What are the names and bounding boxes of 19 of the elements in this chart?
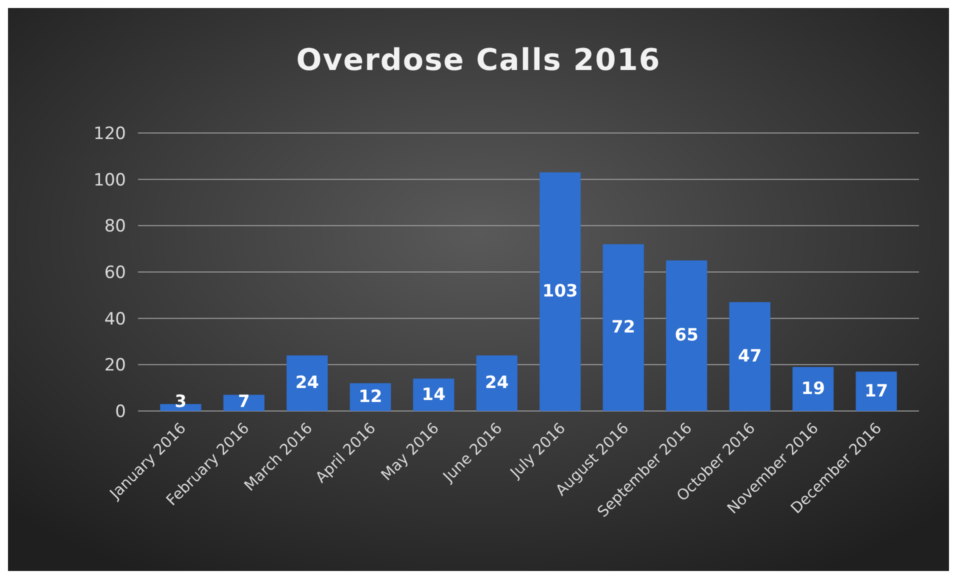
y-tick-label: 0 (115, 402, 126, 422)
y-tick-label: 20 (104, 356, 126, 376)
data-label: 17 (864, 381, 888, 402)
data-label: 103 (542, 282, 578, 302)
data-label: 14 (422, 384, 446, 405)
data-label: 65 (674, 326, 698, 346)
data-label: 47 (738, 346, 762, 367)
y-tick-label: 40 (104, 309, 126, 330)
y-tick-label: 80 (104, 216, 126, 237)
data-label: 12 (358, 387, 382, 408)
chart-title: Overdose Calls 2016 (296, 43, 661, 78)
data-label: 72 (612, 318, 636, 338)
y-tick-label: 120 (94, 124, 126, 144)
data-label: 24 (295, 373, 320, 394)
y-tick-label: 60 (104, 263, 126, 283)
y-tick-label: 100 (94, 170, 126, 190)
data-label: 19 (801, 378, 825, 399)
data-label: 24 (485, 373, 509, 394)
data-label: 7 (238, 392, 250, 412)
